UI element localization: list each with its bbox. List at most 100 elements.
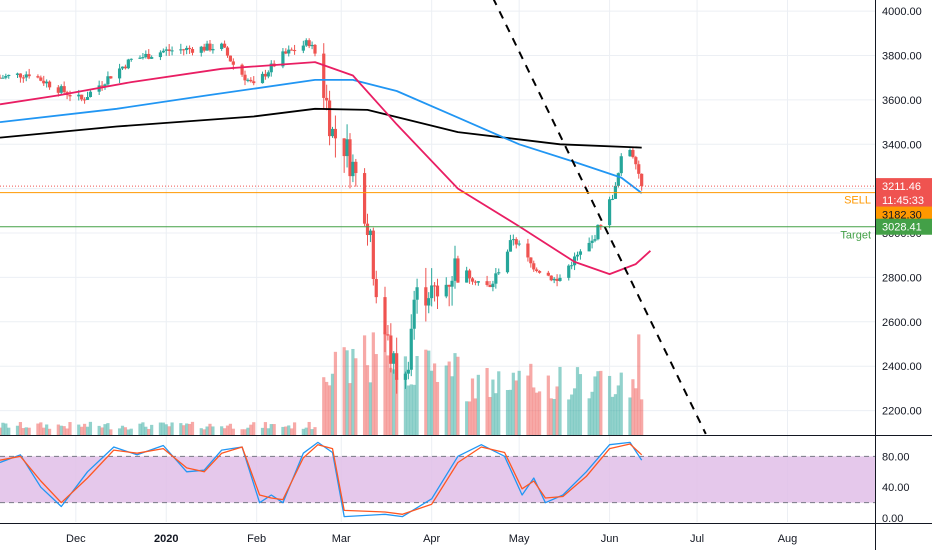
candlesticks: [0, 38, 644, 394]
volume-bar: [97, 425, 101, 435]
candle-body: [453, 258, 457, 281]
stochastic-tick-label: 0.00: [882, 513, 903, 525]
candle-body: [202, 46, 206, 51]
candle-body: [596, 224, 600, 240]
candle-body: [333, 128, 338, 139]
candle-body: [240, 64, 244, 75]
volume-bar: [252, 422, 256, 435]
volume-bar: [164, 424, 168, 435]
volume-bar: [304, 427, 308, 435]
candle-body: [362, 173, 367, 224]
volume-bar: [546, 375, 550, 435]
candle-body: [354, 161, 358, 174]
candle-body: [182, 49, 186, 51]
volume-bar: [351, 348, 355, 435]
volume-bar: [313, 427, 317, 435]
candle-body: [307, 40, 311, 47]
candle-body: [403, 373, 408, 380]
volume-bar: [593, 376, 597, 435]
volume-bar: [287, 425, 291, 435]
candle-body: [15, 73, 20, 75]
volume-bar: [126, 429, 130, 435]
candle-body: [392, 353, 396, 364]
volume-bar: [409, 384, 413, 435]
candle-body: [313, 44, 317, 54]
candle-body: [383, 297, 387, 335]
volume-bar: [272, 424, 276, 435]
candle-body: [371, 230, 375, 279]
candle-body: [590, 240, 594, 243]
volume-bar: [18, 422, 23, 435]
volume-bar: [187, 423, 192, 435]
candle-body: [631, 150, 635, 158]
volume-bar: [292, 422, 297, 435]
candle-body: [4, 75, 8, 78]
tick-labels: 2200.002400.002600.002800.003000.003200.…: [66, 6, 922, 545]
volume-bar: [182, 425, 186, 435]
volume-bar: [424, 349, 428, 435]
volume-bar: [249, 424, 253, 435]
volume-bar: [345, 350, 349, 435]
volume-bar: [383, 332, 387, 435]
volume-bar: [190, 421, 195, 435]
sell-price-tag-text: 3182.30: [882, 210, 922, 222]
stochastic-tick-label: 40.00: [882, 482, 910, 494]
volume-bar: [587, 398, 591, 435]
candle-body: [494, 273, 498, 284]
candle-body: [552, 278, 556, 281]
candle-body: [100, 85, 104, 87]
volume-bar: [637, 334, 641, 435]
candle-body: [263, 73, 268, 77]
candle-body: [304, 40, 308, 46]
volume-bar: [147, 428, 151, 435]
candle-body: [488, 284, 492, 288]
candle-body: [432, 285, 437, 287]
last-price-tag-text: 3211.46: [882, 181, 921, 193]
volume-bar: [368, 382, 373, 435]
volume-bar: [185, 423, 189, 435]
volume-bar: [599, 370, 603, 435]
volume-bars: [0, 332, 644, 435]
volume-bar: [535, 392, 539, 435]
volume-bar: [395, 377, 399, 435]
volume-bar: [619, 372, 623, 435]
candle-body: [610, 198, 615, 200]
volume-bar: [205, 426, 209, 435]
candle-body: [374, 278, 378, 298]
volume-bar: [532, 387, 536, 435]
candle-body: [505, 251, 510, 273]
candle-body: [187, 47, 192, 50]
volume-bar: [555, 386, 559, 435]
candle-body: [325, 97, 329, 101]
volume-bar: [202, 429, 206, 435]
volume-bar: [225, 425, 230, 435]
volume-bar: [447, 361, 451, 435]
volume-bar: [263, 422, 268, 435]
volume-bar: [511, 372, 515, 435]
candle-body: [330, 128, 335, 137]
candle-body: [342, 138, 346, 157]
candle-body: [123, 66, 128, 69]
volume-bar: [476, 374, 480, 435]
volume-bar: [558, 366, 562, 435]
candle-body: [228, 55, 233, 62]
time-tick-label: Jun: [601, 533, 619, 545]
candle-body: [406, 369, 410, 374]
candle-body: [246, 79, 250, 81]
candle-body: [266, 72, 270, 77]
volume-bar: [596, 371, 600, 435]
volume-bar: [42, 427, 46, 435]
candle-body: [243, 74, 247, 81]
volume-bar: [62, 426, 66, 435]
volume-bar: [150, 424, 154, 435]
volume-bar: [529, 363, 533, 435]
candle-body: [190, 49, 195, 53]
volume-bar: [362, 335, 367, 435]
candle-body: [42, 80, 46, 84]
candle-body: [365, 223, 370, 236]
candle-body: [211, 49, 215, 51]
candle-body: [141, 57, 145, 59]
candle-body: [599, 224, 603, 226]
volume-bar: [123, 427, 128, 435]
candle-body: [619, 156, 623, 174]
